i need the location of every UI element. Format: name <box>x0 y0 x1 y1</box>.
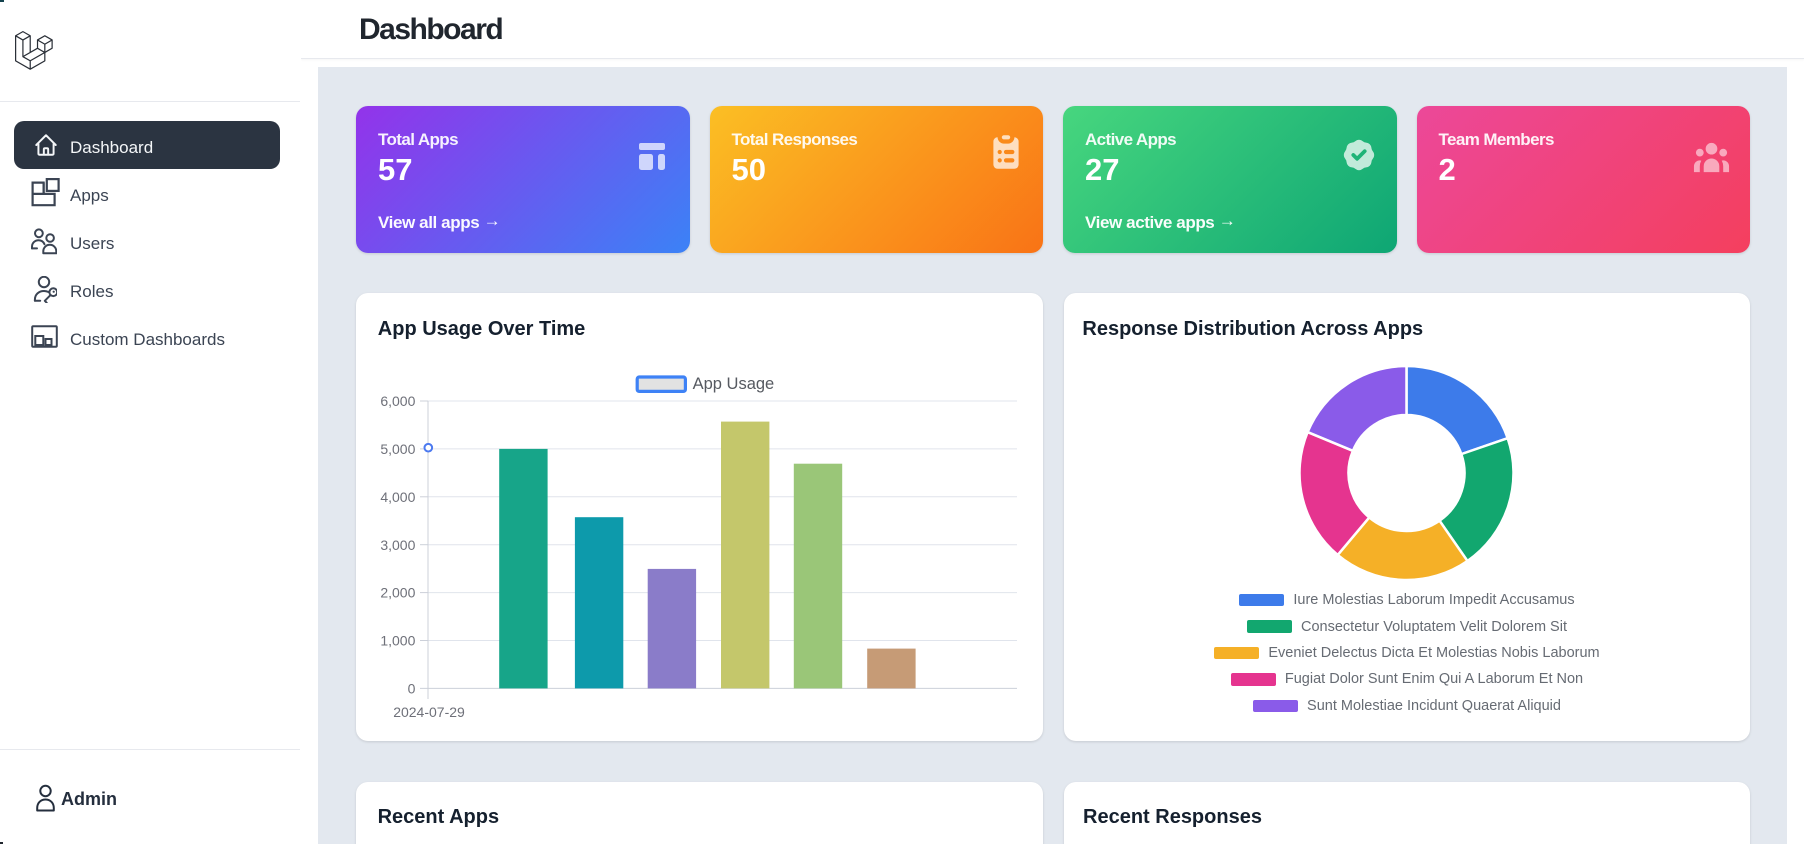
svg-text:2,000: 2,000 <box>380 585 415 601</box>
svg-text:5,000: 5,000 <box>380 441 415 457</box>
svg-text:1,000: 1,000 <box>380 633 415 649</box>
svg-text:2024-07-29: 2024-07-29 <box>393 704 465 720</box>
svg-text:0: 0 <box>408 681 416 697</box>
svg-text:4,000: 4,000 <box>380 489 415 505</box>
svg-text:3,000: 3,000 <box>380 537 415 553</box>
svg-text:6,000: 6,000 <box>380 393 415 409</box>
svg-text:App Usage: App Usage <box>693 375 775 393</box>
